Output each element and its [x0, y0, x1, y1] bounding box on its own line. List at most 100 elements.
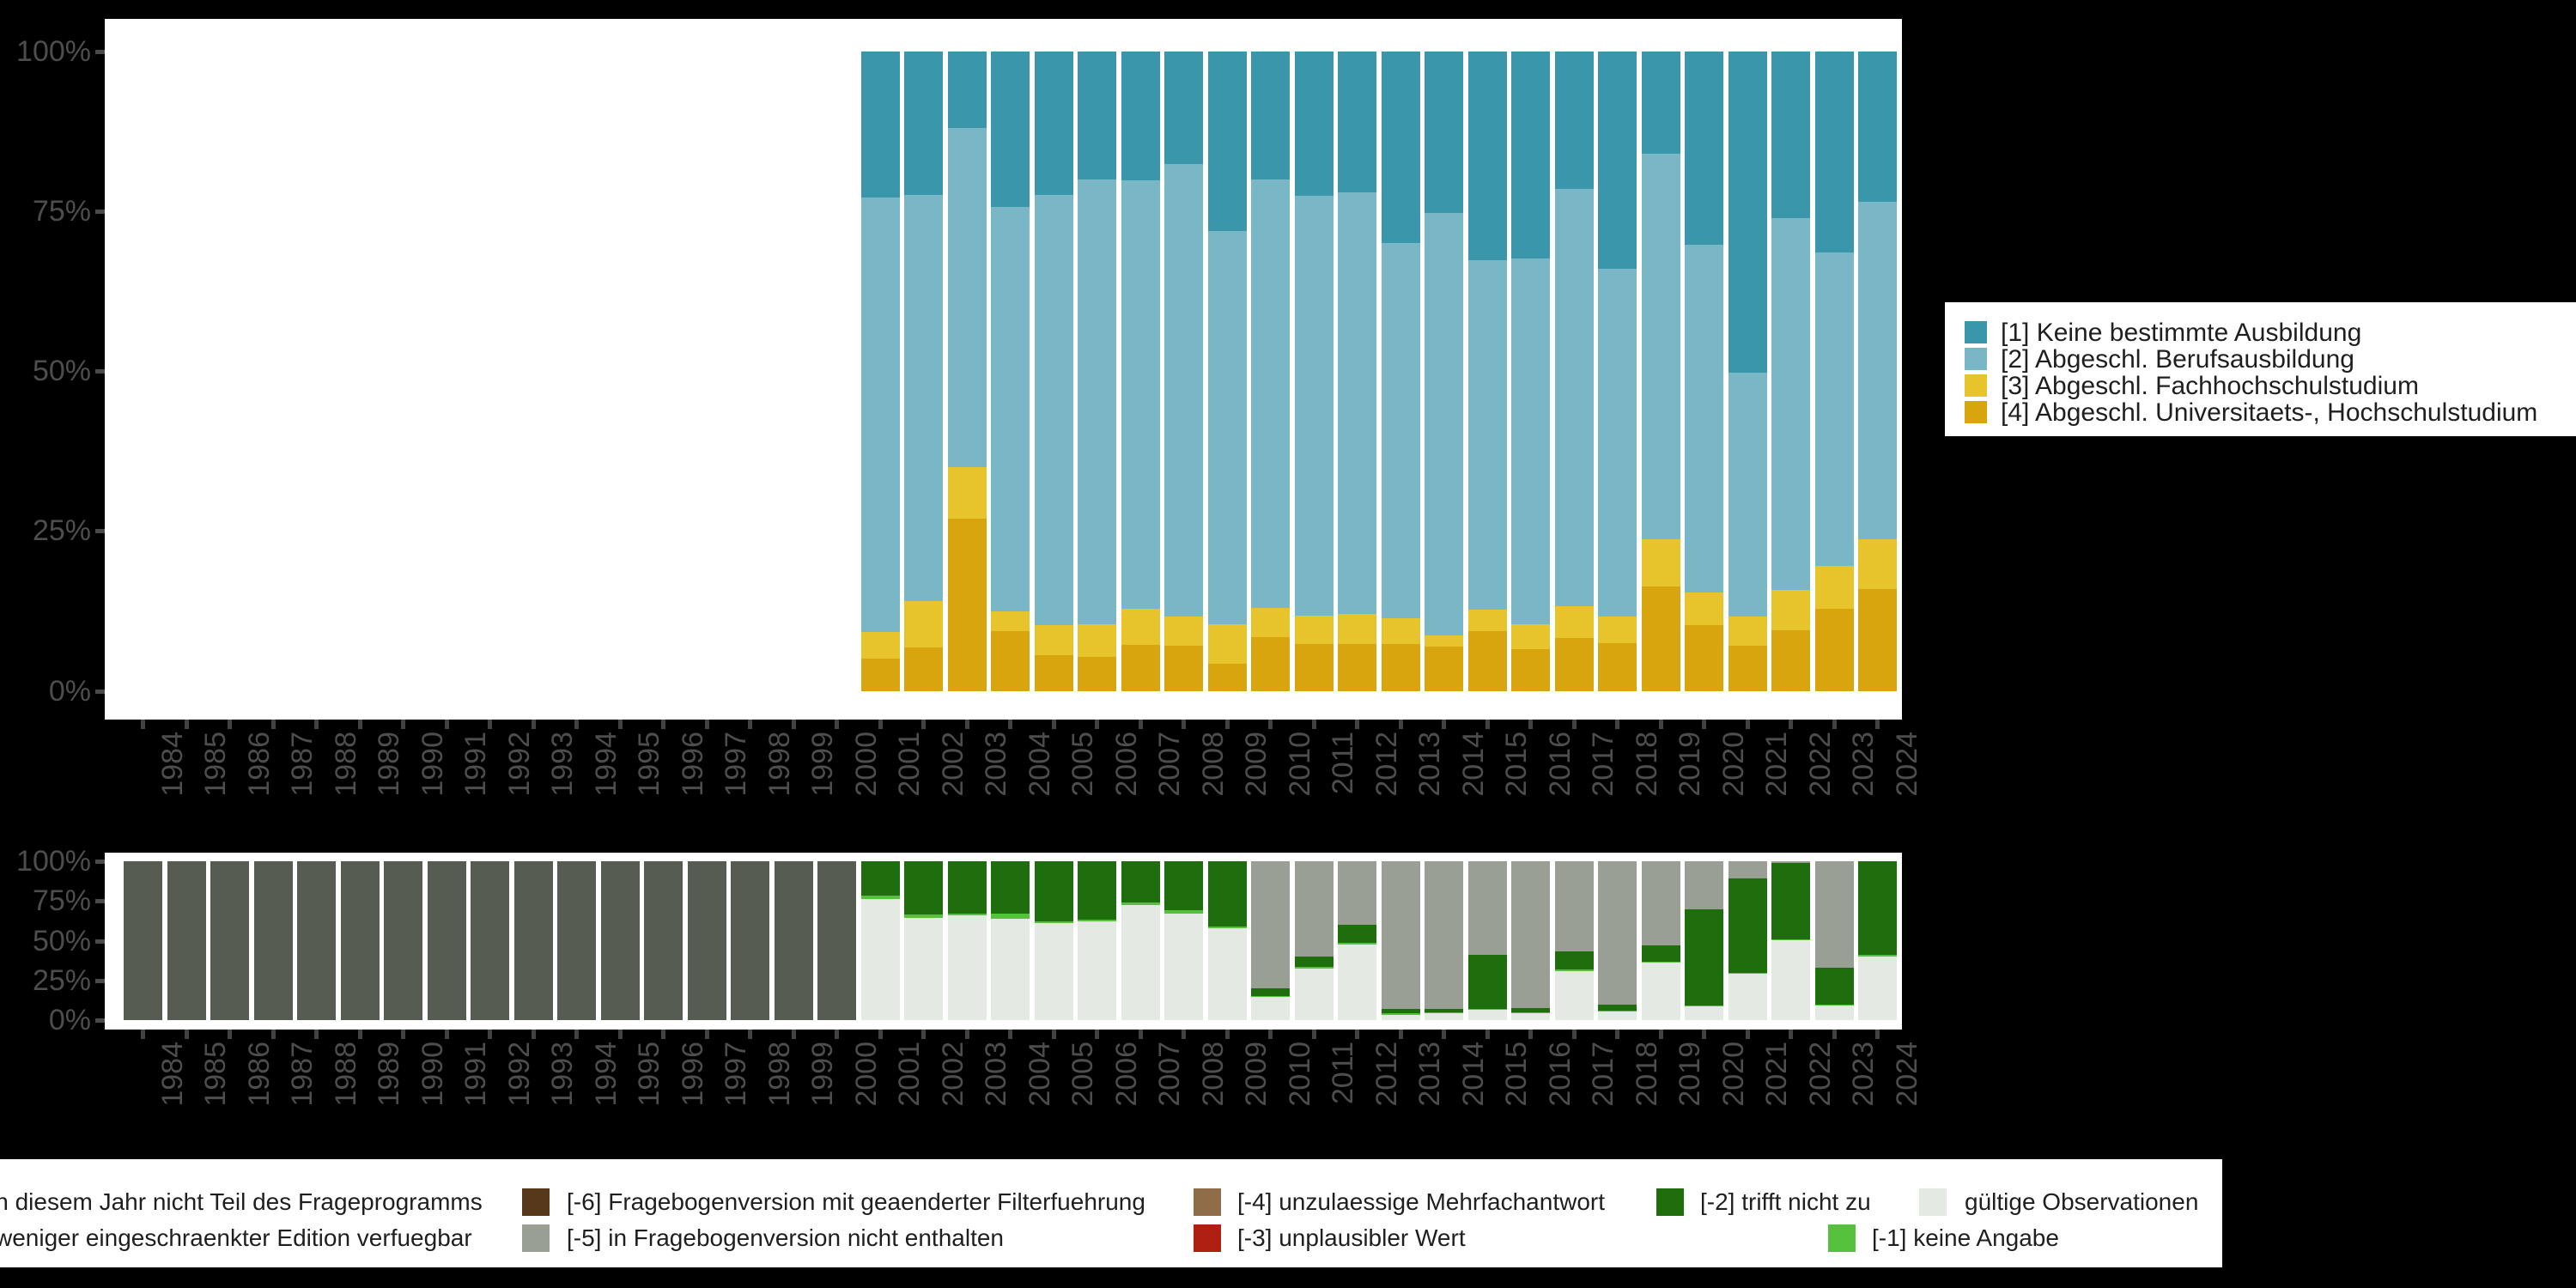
- bar-segment: [427, 861, 466, 1020]
- bar-segment: [1771, 861, 1810, 863]
- bar-segment: [1598, 861, 1637, 1005]
- bar-segment: [1728, 646, 1767, 691]
- x-axis-label: 2004: [993, 1042, 1056, 1136]
- x-axis-label: 1993: [516, 1042, 579, 1136]
- bar-segment: [1251, 996, 1290, 1020]
- x-axis-tick: [1571, 720, 1577, 729]
- x-axis-tick: [748, 1030, 752, 1039]
- bar-segment: [1164, 913, 1203, 1020]
- bar-segment: [1164, 616, 1203, 647]
- legend-label: [-5] in Fragebogenversion nicht enthalte…: [567, 1224, 1004, 1251]
- bar-segment: [1207, 927, 1247, 1020]
- bar-segment: [1598, 616, 1637, 644]
- x-axis-tick: [444, 1030, 449, 1039]
- bar-segment: [904, 194, 943, 601]
- legend-swatch: [1965, 348, 1987, 370]
- bar-segment: [1511, 623, 1550, 649]
- bar-segment: [1554, 951, 1594, 969]
- bar-segment: [1467, 52, 1507, 260]
- x-axis-label: 2017: [1557, 1042, 1619, 1136]
- x-axis-label: 2003: [950, 1042, 1012, 1136]
- x-axis-label: 2009: [1210, 1042, 1273, 1136]
- x-axis-tick: [531, 720, 536, 729]
- bar-segment: [1121, 902, 1160, 905]
- x-axis-tick: [357, 720, 362, 729]
- bar-segment: [1034, 194, 1073, 626]
- x-axis-label: 2020: [1687, 1042, 1750, 1136]
- x-axis-tick: [1615, 1030, 1619, 1039]
- bar-segment: [904, 861, 943, 915]
- x-axis-tick: [1658, 720, 1663, 729]
- x-axis-tick: [141, 1030, 145, 1039]
- bar-segment: [384, 861, 422, 1020]
- x-axis-tick: [1615, 720, 1619, 729]
- x-axis-label: 1990: [386, 732, 449, 826]
- x-axis-label: 2006: [1080, 732, 1143, 826]
- y-axis-tick: [95, 210, 105, 214]
- x-axis-label-text: 2024: [1890, 1042, 1923, 1107]
- x-axis-tick: [1875, 720, 1880, 729]
- bar-segment: [1207, 861, 1247, 927]
- bar-segment: [1164, 861, 1203, 911]
- bar-segment: [1338, 945, 1376, 1020]
- bar-segment: [1641, 861, 1680, 946]
- x-axis-tick: [1832, 1030, 1837, 1039]
- bar-segment: [1338, 943, 1376, 945]
- x-axis-tick: [748, 720, 752, 729]
- y-axis-label: 0%: [48, 675, 91, 708]
- x-axis-label: 1996: [647, 732, 709, 826]
- bar-segment: [1771, 217, 1810, 591]
- bar-segment: [1728, 372, 1767, 617]
- bar-segment: [1641, 962, 1680, 1020]
- bar-segment: [1467, 1009, 1507, 1020]
- bar-segment: [1164, 910, 1203, 914]
- bar-segment: [1814, 608, 1854, 691]
- x-axis-label: 1993: [516, 732, 579, 826]
- bar-segment: [1641, 945, 1680, 962]
- bar-segment: [1078, 921, 1116, 1020]
- bar-segment: [860, 197, 900, 632]
- bar-segment: [860, 659, 900, 691]
- bar-segment: [1251, 179, 1290, 609]
- x-axis-label: 2019: [1643, 1042, 1706, 1136]
- bar-segment: [1294, 616, 1334, 644]
- x-axis-tick: [1832, 720, 1837, 729]
- bar-segment: [1207, 52, 1247, 231]
- x-axis-tick: [1268, 1030, 1273, 1039]
- bar-segment: [904, 914, 943, 918]
- x-axis-tick: [1095, 1030, 1099, 1039]
- bar-segment: [1251, 636, 1290, 691]
- legend-label: [-1] keine Angabe: [1872, 1224, 2059, 1251]
- bar-segment: [991, 611, 1030, 631]
- x-axis-tick: [964, 720, 969, 729]
- legend-swatch: [1919, 1188, 1947, 1216]
- legend-swatch: [1194, 1188, 1221, 1216]
- bar-segment: [1685, 861, 1723, 909]
- bar-segment: [1467, 609, 1507, 631]
- bar-segment: [600, 861, 640, 1020]
- legend-label: [1] Keine bestimmte Ausbildung: [2001, 319, 2362, 347]
- x-axis-tick: [921, 720, 926, 729]
- bar-segment: [1511, 1012, 1550, 1013]
- bar-segment: [904, 917, 943, 1020]
- x-axis-tick: [617, 1030, 623, 1039]
- bar-segment: [1381, 1009, 1420, 1013]
- bar-segment: [1641, 52, 1680, 155]
- x-axis-tick: [617, 720, 623, 729]
- x-axis-label: 2001: [863, 732, 926, 826]
- x-axis-label: 2020: [1687, 732, 1750, 826]
- x-axis-label: 2015: [1470, 732, 1533, 826]
- x-axis-label: 1998: [733, 1042, 796, 1136]
- y-axis-tick: [95, 369, 105, 374]
- x-axis-label: 1999: [776, 1042, 839, 1136]
- x-axis-label: 1994: [560, 732, 623, 826]
- x-axis-label: 2012: [1340, 732, 1403, 826]
- x-axis-label: 1987: [256, 732, 319, 826]
- x-axis-tick: [921, 1030, 926, 1039]
- x-axis-tick: [574, 1030, 579, 1039]
- x-axis-tick: [228, 1030, 232, 1039]
- bar-segment: [1381, 618, 1420, 644]
- x-axis-label: 2008: [1167, 1042, 1230, 1136]
- x-axis-label: 2015: [1470, 1042, 1533, 1136]
